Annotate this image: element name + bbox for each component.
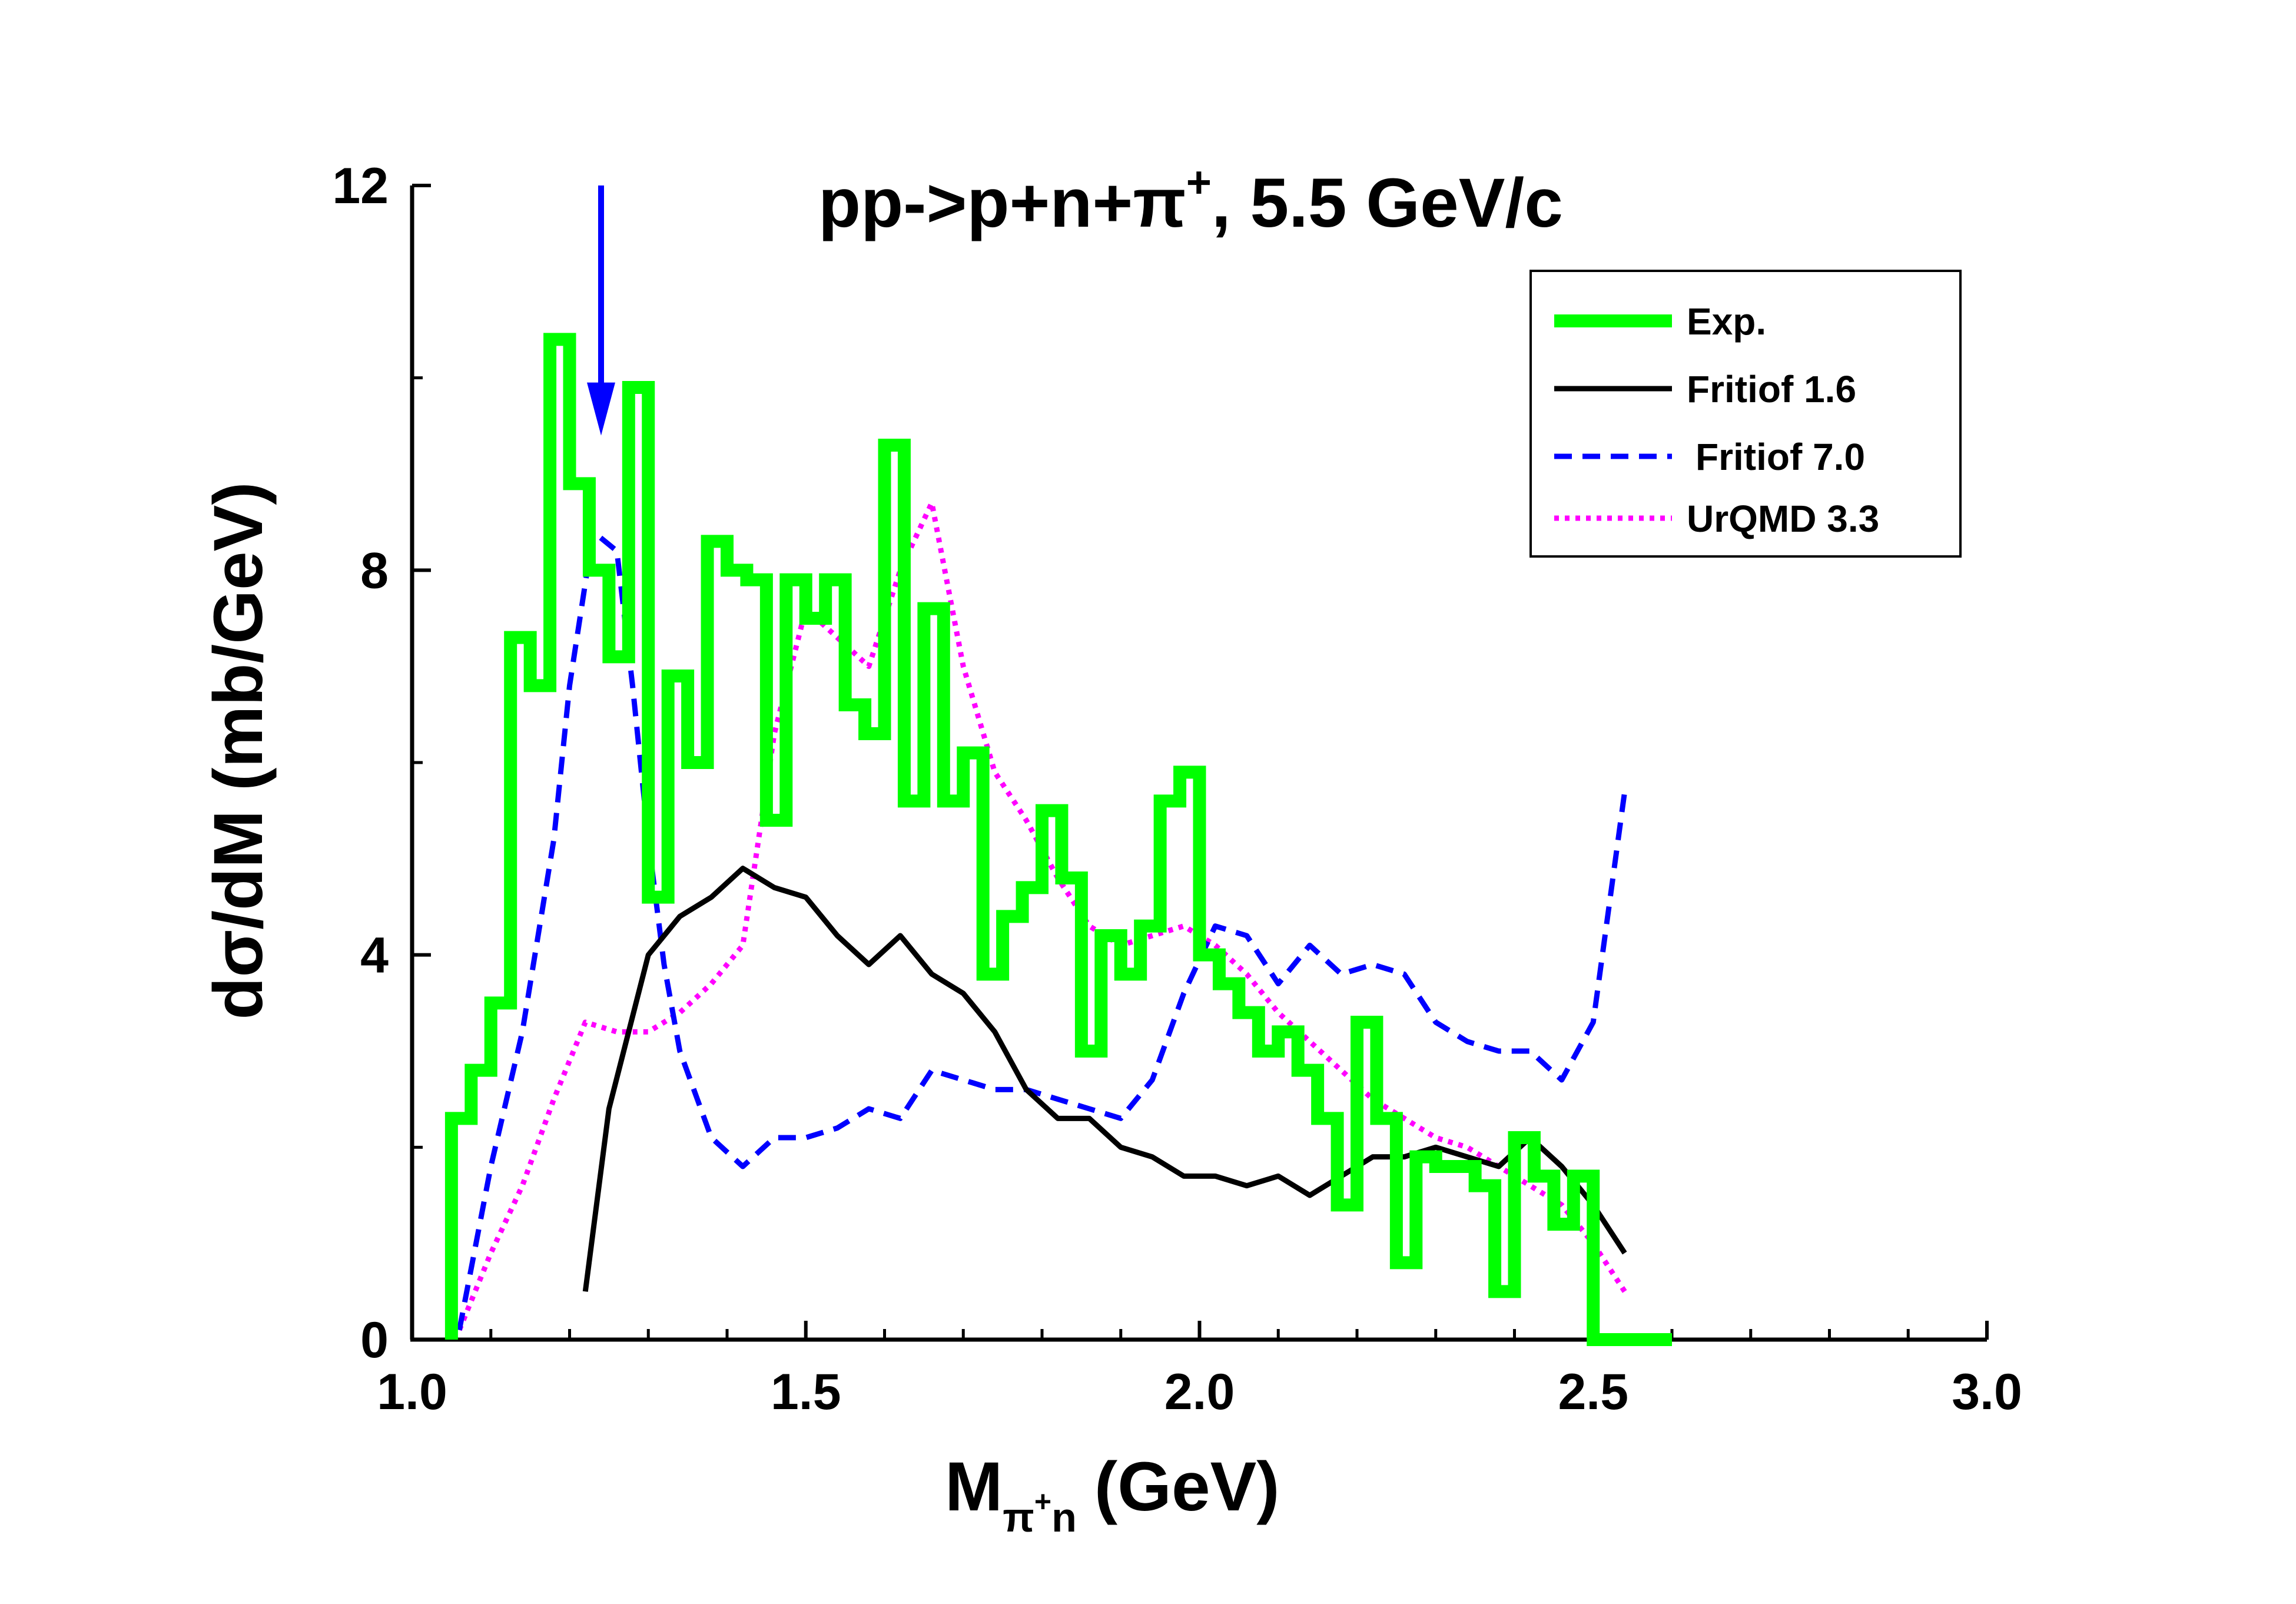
x-title-sub-pi: π	[1003, 1494, 1034, 1540]
x-title-sub-n: n	[1051, 1494, 1077, 1540]
ticks: 1.0 1.5 2.0 2.5 3.0 0 4 8 12	[332, 158, 2022, 1420]
legend: Exp. Fritiof 1.6 Fritiof 7.0 UrQMD 3.3	[1529, 270, 1962, 558]
series-exp-step	[444, 333, 1672, 1346]
y-axis-title: dσ/dM (mb/GeV)	[200, 482, 277, 1019]
title-tail: , 5.5 GeV/c	[1212, 164, 1563, 242]
title-pi: π	[1133, 164, 1186, 242]
annotation-layer	[587, 185, 615, 436]
legend-label-urqmd: UrQMD 3.3	[1687, 498, 1879, 540]
x-title-main: M	[945, 1448, 1003, 1526]
title-plus: +	[1186, 158, 1212, 207]
series-fritiof16-line	[582, 866, 1627, 1292]
x-tick-label: 3.0	[1952, 1364, 2022, 1420]
legend-label-exp: Exp.	[1687, 300, 1766, 343]
x-tick-label: 1.5	[771, 1364, 841, 1420]
chart-title: pp->p+n+π+, 5.5 GeV/c	[818, 158, 1563, 242]
y-tick-label: 12	[332, 158, 389, 214]
x-title-unit: (GeV)	[1094, 1448, 1280, 1526]
x-axis-title: Mπ+n (GeV)	[945, 1448, 1280, 1540]
y-tick-label: 8	[360, 542, 389, 599]
title-main: pp->p+n+	[818, 164, 1133, 242]
y-tick-label: 0	[360, 1312, 389, 1368]
legend-label-fritiof70: Fritiof 7.0	[1696, 436, 1865, 478]
series-layer	[444, 333, 1672, 1346]
x-title-sub-plus: +	[1034, 1485, 1051, 1518]
arrow-head	[587, 382, 615, 436]
x-tick-label: 2.0	[1164, 1364, 1235, 1420]
x-tick-label: 1.0	[377, 1364, 447, 1420]
x-tick-label: 2.5	[1558, 1364, 1628, 1420]
y-tick-label: 4	[360, 927, 389, 984]
legend-label-fritiof16: Fritiof 1.6	[1687, 368, 1856, 410]
